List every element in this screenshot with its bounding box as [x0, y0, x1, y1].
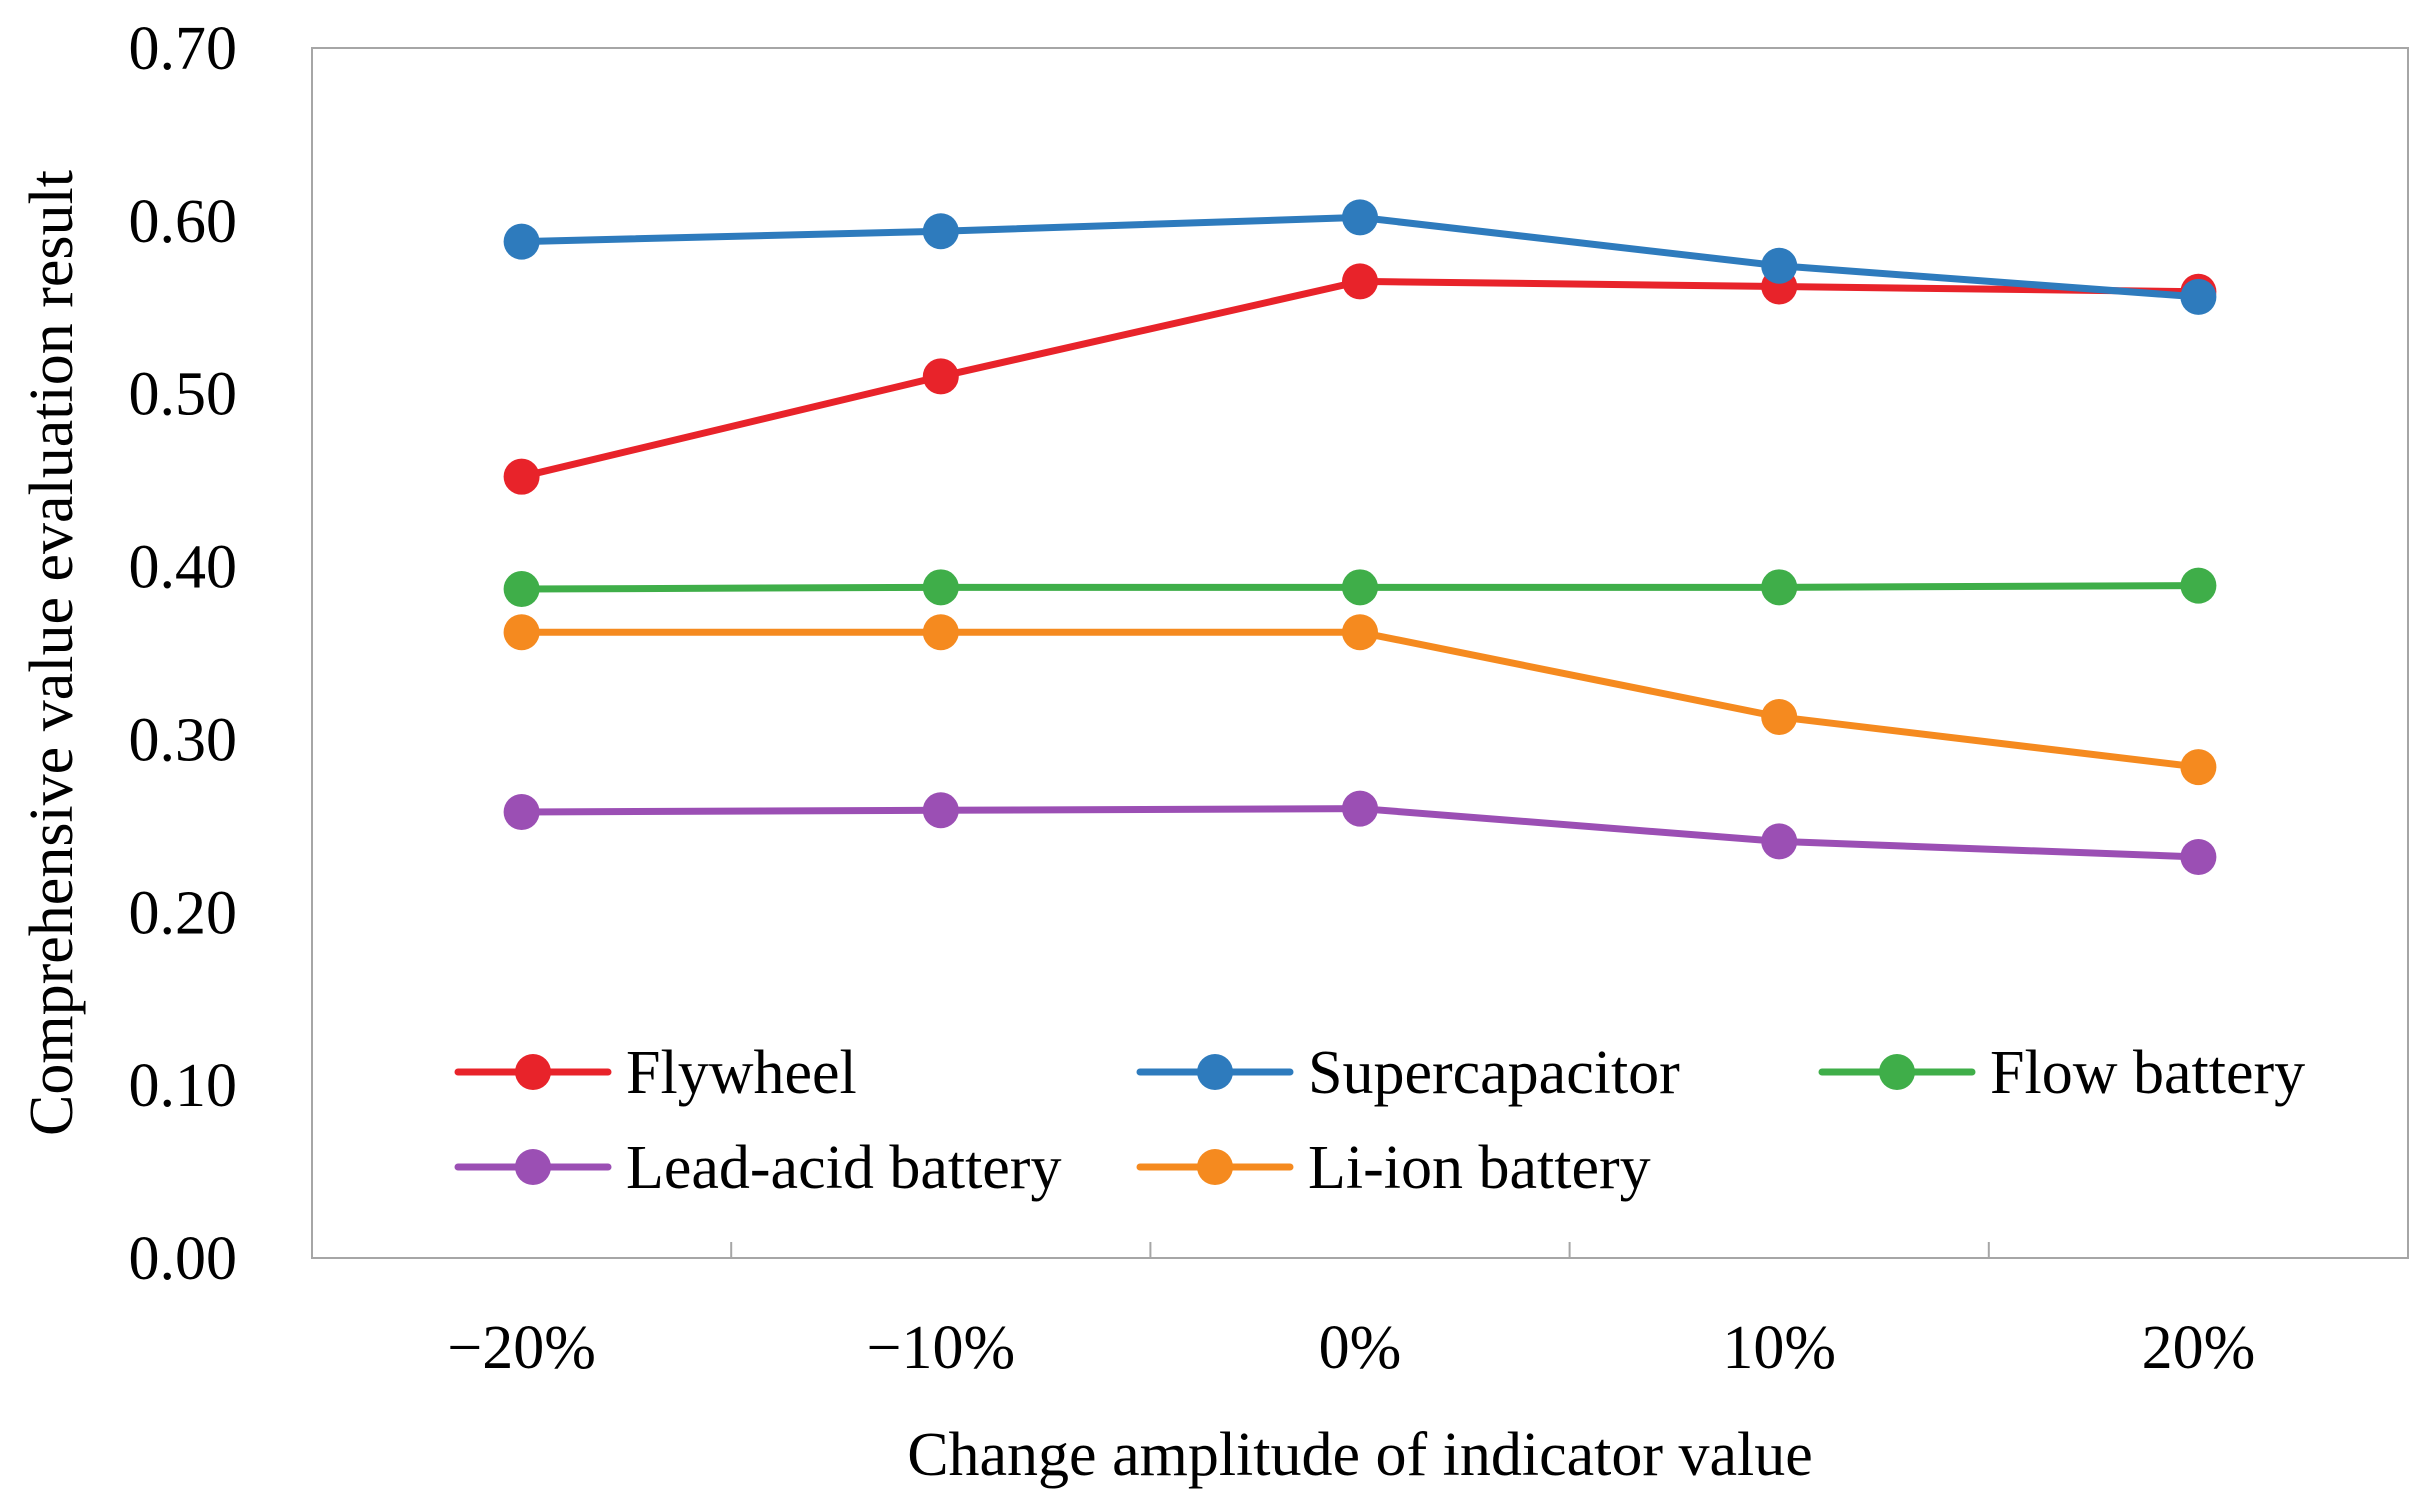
y-tick-label: 0.10	[129, 1052, 238, 1120]
y-tick-label: 0.00	[129, 1225, 238, 1293]
series-layer	[503, 199, 2217, 875]
legend-swatch-marker	[1197, 1149, 1233, 1185]
legend-label: Lead-acid battery	[626, 1134, 1061, 1202]
y-axis-title: Comprehensive value evaluation result	[18, 170, 86, 1136]
x-axis-title: Change amplitude of indicator value	[907, 1421, 1813, 1489]
legend-item: Lead-acid battery	[454, 1134, 1061, 1202]
y-tick-label: 0.20	[129, 879, 238, 947]
series-point	[1342, 199, 1378, 236]
y-tick-label: 0.70	[129, 15, 238, 83]
x-tick-label: −20%	[447, 1314, 596, 1382]
x-tick-label: 0%	[1319, 1314, 1402, 1382]
x-axis-separators	[730, 1242, 1990, 1258]
legend-item: Supercapacitor	[1136, 1039, 1680, 1107]
series-point	[1761, 698, 1798, 735]
legend-item: Flow battery	[1818, 1039, 2305, 1107]
plot-frame	[311, 47, 2409, 1259]
legend-swatch-marker	[515, 1054, 551, 1090]
legend-swatch-marker	[1879, 1054, 1915, 1090]
legend-item: Li-ion battery	[1136, 1134, 1651, 1202]
series-point	[922, 792, 959, 829]
series-point	[922, 213, 959, 250]
series-group	[503, 567, 2217, 608]
x-tick-label: 10%	[1722, 1314, 1836, 1382]
legend-swatch-marker	[515, 1149, 551, 1185]
series-point	[1761, 247, 1798, 284]
series-point	[503, 571, 540, 608]
y-tick-label: 0.30	[129, 706, 238, 774]
legend-label: Flywheel	[626, 1039, 857, 1107]
series-point	[2180, 278, 2217, 315]
series-point	[1342, 790, 1378, 827]
series-point	[2180, 567, 2217, 604]
x-tick-label: −10%	[866, 1314, 1015, 1382]
y-tick-label: 0.40	[129, 534, 238, 602]
series-line	[518, 277, 2202, 481]
series-group	[503, 199, 2217, 315]
series-point	[503, 458, 540, 495]
legend: Flywheel Supercapacitor Flow battery Lead-a…	[454, 1039, 2305, 1202]
legend-label: Supercapacitor	[1308, 1039, 1680, 1107]
y-tick-label: 0.50	[129, 361, 238, 429]
series-point	[503, 614, 540, 651]
series-point	[922, 569, 959, 606]
series-point	[2180, 749, 2217, 786]
series-line	[518, 628, 2202, 771]
series-group	[503, 263, 2217, 495]
x-axis-ticks: −20% −10% 0% 10% 20%	[447, 1314, 2255, 1382]
series-point	[503, 223, 540, 260]
series-point	[2180, 838, 2217, 875]
series-point	[503, 794, 540, 831]
series-point	[922, 614, 959, 651]
legend-swatch-marker	[1197, 1054, 1233, 1090]
series-point	[1342, 614, 1378, 651]
y-axis-ticks: 0.00 0.10 0.20 0.30 0.40 0.50 0.60 0.70	[129, 15, 238, 1293]
y-tick-label: 0.60	[129, 188, 238, 256]
x-tick-label: 20%	[2142, 1314, 2256, 1382]
series-group	[503, 790, 2217, 875]
series-point	[1761, 823, 1798, 860]
legend-item: Flywheel	[454, 1039, 857, 1107]
series-point	[922, 358, 959, 395]
series-point	[1342, 263, 1378, 300]
series-point	[1761, 569, 1798, 606]
series-group	[503, 614, 2217, 786]
legend-label: Li-ion battery	[1308, 1134, 1651, 1202]
series-point	[1342, 569, 1378, 606]
legend-label: Flow battery	[1990, 1039, 2305, 1107]
